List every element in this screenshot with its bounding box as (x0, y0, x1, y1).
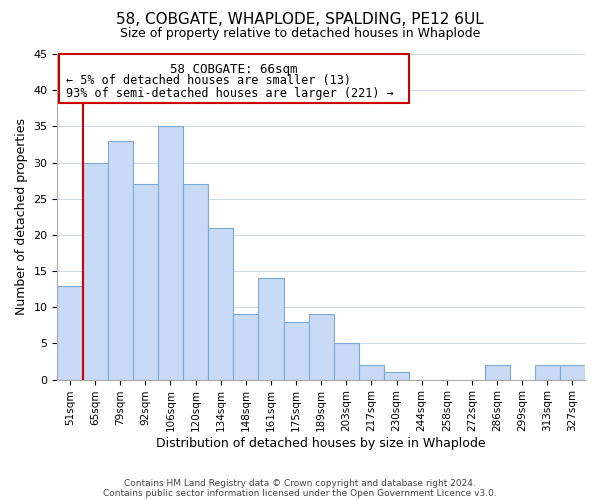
Bar (284, 322, 308, 380)
Text: Contains public sector information licensed under the Open Government Licence v3: Contains public sector information licen… (103, 488, 497, 498)
Text: 58, COBGATE, WHAPLODE, SPALDING, PE12 6UL: 58, COBGATE, WHAPLODE, SPALDING, PE12 6U… (116, 12, 484, 28)
Text: Size of property relative to detached houses in Whaplode: Size of property relative to detached ho… (120, 28, 480, 40)
Text: 58 COBGATE: 66sqm: 58 COBGATE: 66sqm (170, 62, 298, 76)
Bar (107, 141, 133, 380)
Bar (158, 126, 183, 380)
Bar (334, 344, 359, 380)
Bar (58, 286, 83, 380)
FancyBboxPatch shape (59, 54, 409, 103)
Bar (359, 365, 384, 380)
Bar (133, 184, 158, 380)
Text: 93% of semi-detached houses are larger (221) →: 93% of semi-detached houses are larger (… (66, 88, 394, 101)
Bar (259, 278, 284, 380)
Text: Contains HM Land Registry data © Crown copyright and database right 2024.: Contains HM Land Registry data © Crown c… (124, 478, 476, 488)
X-axis label: Distribution of detached houses by size in Whaplode: Distribution of detached houses by size … (157, 437, 486, 450)
Bar (308, 314, 334, 380)
Bar (183, 184, 208, 380)
Bar (384, 372, 409, 380)
Bar (208, 228, 233, 380)
Bar (560, 365, 585, 380)
Bar (535, 365, 560, 380)
Bar (83, 162, 107, 380)
Text: ← 5% of detached houses are smaller (13): ← 5% of detached houses are smaller (13) (66, 74, 351, 88)
Y-axis label: Number of detached properties: Number of detached properties (15, 118, 28, 316)
Bar (233, 314, 259, 380)
Bar (485, 365, 509, 380)
